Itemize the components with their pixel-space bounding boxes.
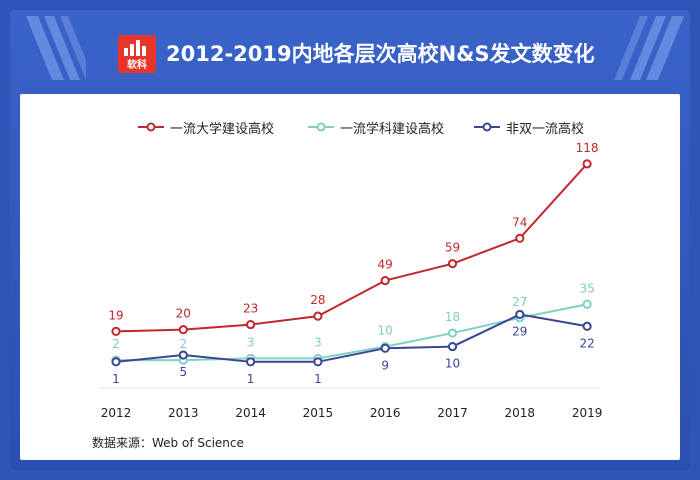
legend-item-series-1: 一流大学建设高校 [138,120,275,137]
x-tick-label: 2015 [303,406,334,420]
data-point-series-2 [447,328,458,338]
data-point-series-3 [246,357,256,367]
data-label-series-3: 9 [381,358,389,372]
logo-bars-icon [124,40,150,56]
data-label-series-1: 20 [176,307,191,321]
data-point-series-1 [447,259,458,269]
legend-marker-series-3-icon [474,122,500,132]
data-point-series-3 [447,341,458,352]
data-label-series-3: 22 [579,336,594,350]
data-point-series-3 [582,321,592,331]
data-label-series-3: 10 [445,357,460,371]
chart-panel: 一流大学建设高校 一流学科建设高校 非双一流高校 [20,94,680,460]
decorative-stripes-left-icon [26,16,86,80]
data-label-series-3: 1 [314,372,322,386]
data-label-series-1: 49 [378,258,393,272]
data-point-series-2 [582,299,592,309]
data-label-series-1: 19 [108,308,123,322]
legend-label-series-2: 一流学科建设高校 [340,121,445,137]
decorative-stripes-right-icon [614,16,684,80]
x-tick-label: 2013 [168,406,199,420]
x-tick-label: 2014 [235,406,266,420]
legend-item-series-3: 非双一流高校 [474,120,585,137]
series-line-1 [115,163,588,333]
data-label-series-2: 27 [512,295,527,309]
data-label-series-3: 1 [112,372,120,386]
series-line-3 [115,313,588,363]
legend-label-series-3: 非双一流高校 [506,121,585,137]
data-point-series-3 [515,309,525,320]
data-label-series-1: 28 [310,293,325,307]
data-point-series-3 [111,357,121,367]
data-label-series-3: 29 [512,324,527,338]
data-point-series-1 [515,233,525,243]
data-label-series-2: 10 [378,324,393,338]
x-tick-label: 2016 [370,406,401,420]
legend-marker-series-2-icon [308,122,334,132]
data-point-series-1 [178,325,188,335]
data-point-series-1 [246,319,256,330]
x-tick-label: 2019 [572,406,603,420]
header: 软科 2012-2019内地各层次高校N&S发文数变化 [10,10,690,84]
data-point-series-3 [178,350,188,360]
data-point-series-1 [111,326,121,336]
data-label-series-2: 2 [179,337,187,351]
page-title: 2012-2019内地各层次高校N&S发文数变化 [166,42,595,66]
data-label-series-2: 3 [314,335,322,349]
chart-legend: 一流大学建设高校 一流学科建设高校 非双一流高校 [20,94,680,144]
legend-marker-series-1-icon [138,122,164,132]
x-tick-label: 2017 [437,406,468,420]
source-note: 数据来源：Web of Science [92,436,244,450]
logo-text: 软科 [127,60,147,71]
legend-item-series-2: 一流学科建设高校 [308,120,445,137]
data-point-series-1 [582,159,592,169]
data-point-series-3 [313,357,323,367]
data-label-series-3: 1 [247,372,255,386]
logo: 软科 [118,35,156,73]
x-tick-label: 2018 [505,406,536,420]
x-tick-label: 2012 [101,406,132,420]
data-label-series-1: 74 [512,215,527,229]
data-label-series-1: 23 [243,302,258,316]
data-label-series-2: 35 [579,281,594,295]
data-label-series-1: 59 [445,241,460,255]
data-point-series-3 [380,343,390,353]
legend-label-series-1: 一流大学建设高校 [170,121,275,137]
data-label-series-2: 2 [112,337,120,351]
data-point-series-1 [380,275,390,286]
data-label-series-2: 3 [247,335,255,349]
data-label-series-3: 5 [179,365,187,379]
data-point-series-1 [313,311,323,321]
data-label-series-1: 118 [576,141,599,155]
data-label-series-2: 18 [445,310,460,324]
